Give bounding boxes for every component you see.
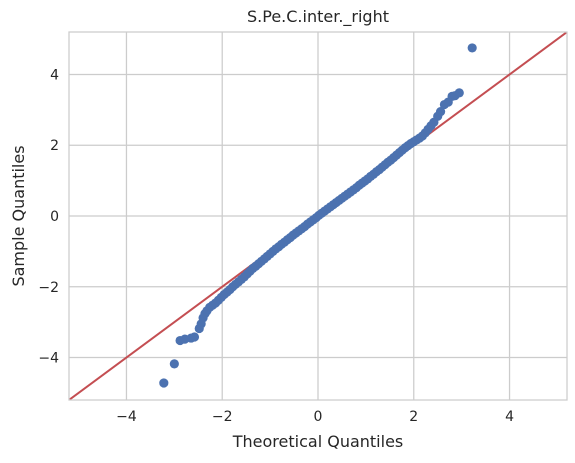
y-tick-label: 4: [50, 67, 59, 83]
x-tick-label: 2: [409, 409, 418, 425]
data-point: [169, 359, 179, 369]
y-axis-label: Sample Quantiles: [9, 145, 28, 286]
chart-title: S.Pe.C.inter._right: [247, 7, 389, 27]
y-tick-label: 2: [50, 138, 59, 154]
plot-frame: [68, 31, 568, 401]
x-tick-label: 4: [505, 409, 514, 425]
x-axis-label: Theoretical Quantiles: [232, 432, 404, 451]
y-tick-label: 0: [50, 209, 59, 225]
y-tick-labels: −4 −2 0 2 4: [38, 67, 59, 366]
data-point: [467, 43, 477, 53]
x-tick-label: −2: [212, 409, 233, 425]
x-tick-label: −4: [116, 409, 137, 425]
x-tick-labels: −4 −2 0 2 4: [116, 409, 514, 425]
x-tick-label: 0: [314, 409, 323, 425]
data-point: [454, 88, 464, 98]
data-point: [435, 107, 446, 117]
data-points: [159, 43, 477, 388]
y-tick-label: −2: [38, 280, 59, 296]
data-point: [189, 332, 200, 342]
data-point: [159, 378, 169, 388]
y-tick-label: −4: [38, 351, 59, 367]
